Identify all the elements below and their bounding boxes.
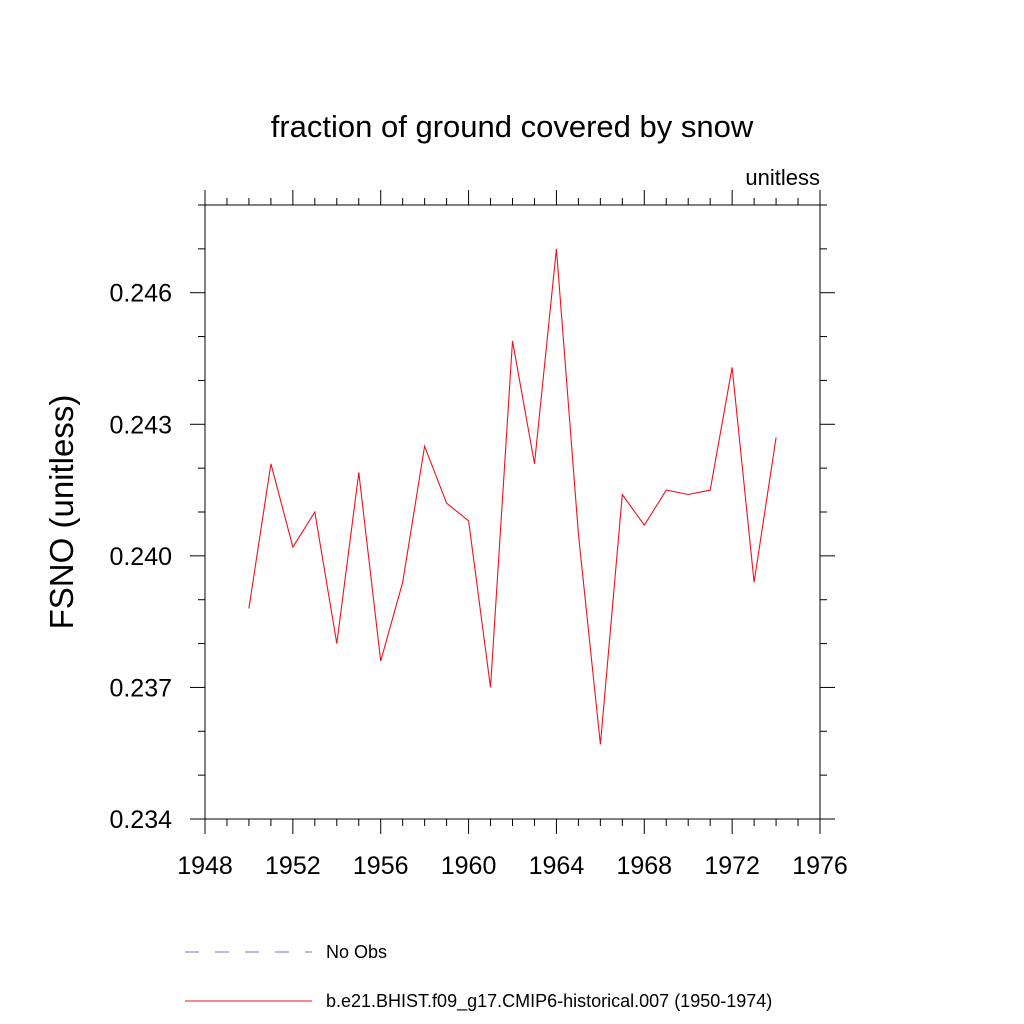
y-tick-label: 0.234 — [109, 806, 172, 834]
chart-title: fraction of ground covered by snow — [271, 109, 754, 144]
x-tick-label: 1972 — [704, 852, 760, 880]
x-tick-label: 1956 — [353, 852, 409, 880]
x-tick-labels: 1948 1952 1956 1960 1964 1968 1972 1976 — [177, 852, 848, 880]
y-tick-labels: 0.234 0.237 0.240 0.243 0.246 — [109, 280, 172, 834]
plot-frame — [204, 204, 821, 820]
legend-label: b.e21.BHIST.f09_g17.CMIP6-historical.007… — [326, 991, 772, 1012]
x-tick-label: 1976 — [792, 852, 848, 880]
x-tick-label: 1948 — [177, 852, 233, 880]
x-tick-label: 1952 — [265, 852, 321, 880]
units-label: unitless — [745, 165, 820, 190]
series-layer — [248, 248, 777, 745]
x-tick-label: 1960 — [441, 852, 497, 880]
x-tick-label: 1964 — [529, 852, 585, 880]
y-tick-label: 0.246 — [109, 280, 172, 308]
y-tick-label: 0.243 — [109, 411, 172, 439]
legend-label: No Obs — [326, 942, 387, 962]
y-tick-label: 0.240 — [109, 543, 172, 571]
y-tick-label: 0.237 — [109, 674, 172, 702]
axis-ticks — [190, 190, 835, 834]
legend: No Obs b.e21.BHIST.f09_g17.CMIP6-historic… — [185, 942, 772, 1012]
series-line — [248, 248, 777, 745]
y-axis-label: FSNO (unitless) — [43, 395, 80, 630]
x-tick-label: 1968 — [616, 852, 672, 880]
